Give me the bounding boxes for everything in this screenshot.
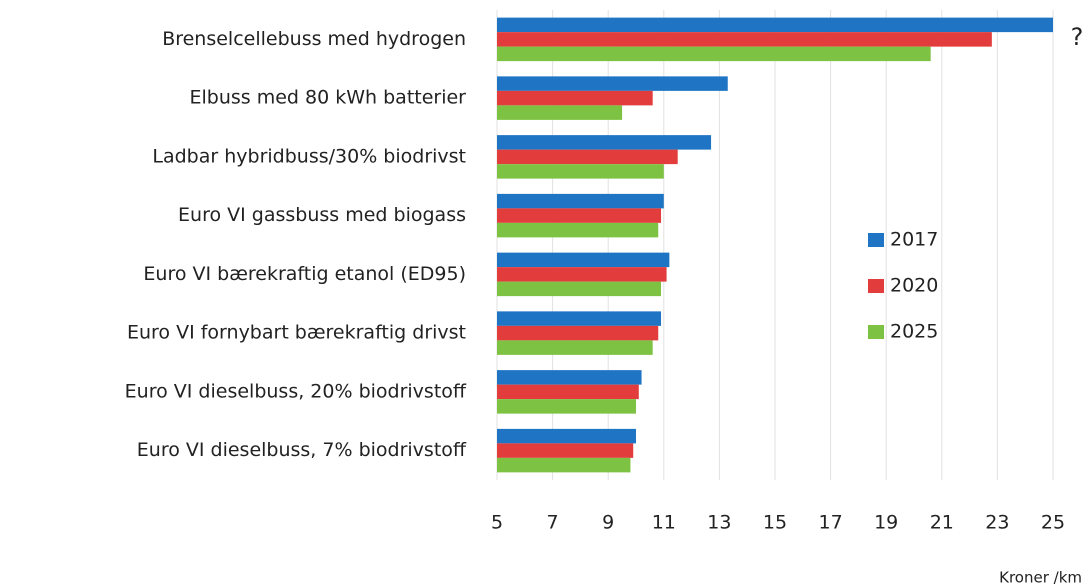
bar — [497, 311, 662, 326]
legend-label: 2017 — [890, 229, 938, 251]
bar — [497, 428, 636, 444]
bar — [497, 325, 659, 341]
x-tick-label: 13 — [707, 512, 731, 534]
y-tick-label: Euro VI gassbuss med biogass — [178, 204, 466, 226]
y-tick-label: Euro VI fornybart bærekraftig drivst — [127, 322, 466, 344]
legend-swatch — [868, 325, 884, 339]
bar — [497, 17, 1053, 33]
y-tick-label: Euro VI bærekraftig etanol (ED95) — [143, 263, 466, 285]
y-tick-label: Euro VI dieselbuss, 7% biodrivstoff — [137, 439, 467, 461]
annotation: ? — [1071, 23, 1084, 51]
x-tick-label: 5 — [491, 512, 503, 534]
legend-swatch — [868, 233, 884, 247]
bar — [497, 135, 712, 150]
bar — [497, 46, 931, 62]
bar — [497, 457, 631, 473]
bar — [497, 105, 623, 120]
bar — [497, 267, 667, 282]
x-tick-label: 21 — [930, 512, 954, 534]
y-tick-label: Brenselcellebuss med hydrogen — [162, 28, 466, 50]
x-tick-label: 11 — [652, 512, 676, 534]
x-tick-label: 23 — [985, 512, 1009, 534]
y-tick-label: Euro VI dieselbuss, 20% biodrivstoff — [125, 380, 467, 402]
bar — [497, 281, 662, 297]
x-tick-label: 25 — [1041, 512, 1065, 534]
bar — [497, 399, 636, 414]
bar — [497, 443, 634, 458]
bar — [497, 222, 659, 238]
bar — [497, 384, 639, 400]
x-tick-label: 7 — [547, 512, 559, 534]
x-axis-label: Kroner /km — [999, 569, 1082, 587]
bar — [497, 252, 670, 268]
bar — [497, 208, 662, 223]
bar — [497, 32, 992, 47]
bar — [497, 90, 653, 106]
legend-label: 2020 — [890, 275, 938, 297]
bar — [497, 164, 664, 179]
y-tick-label: Elbuss med 80 kWh batterier — [190, 87, 467, 109]
legend-swatch — [868, 279, 884, 293]
bar — [497, 149, 678, 165]
bar — [497, 370, 642, 385]
y-tick-label: Ladbar hybridbuss/30% biodrivst — [152, 145, 466, 167]
x-tick-label: 15 — [763, 512, 787, 534]
bar — [497, 193, 664, 209]
bar — [497, 340, 653, 355]
bar — [497, 76, 728, 91]
x-tick-label: 17 — [819, 512, 843, 534]
x-tick-label: 9 — [602, 512, 614, 534]
legend-label: 2025 — [890, 321, 938, 343]
x-tick-label: 19 — [874, 512, 898, 534]
